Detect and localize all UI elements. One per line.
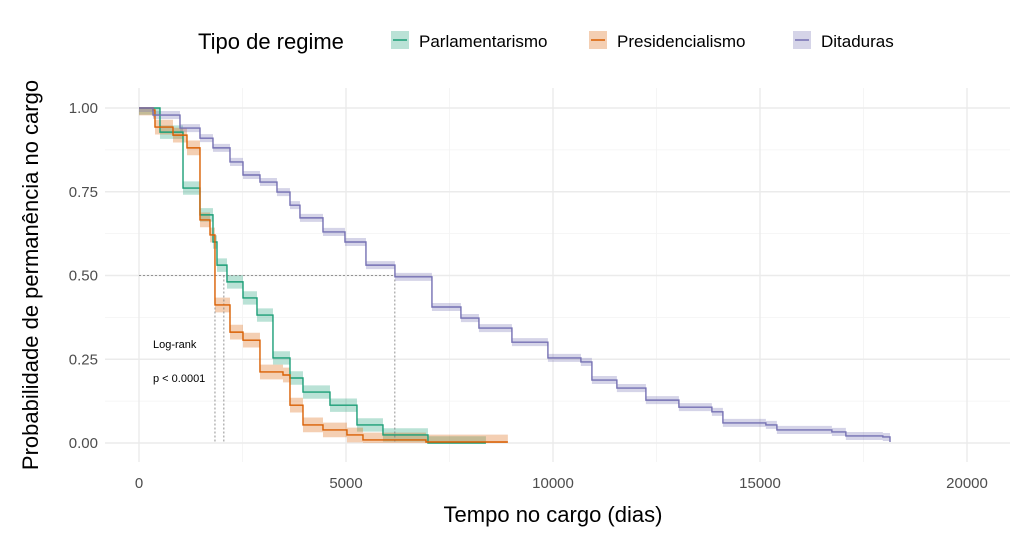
legend-item-presidencialismo: Presidencialismo xyxy=(589,31,746,51)
legend-label: Parlamentarismo xyxy=(419,32,548,51)
ci-band-presidencialismo xyxy=(139,108,508,443)
y-tick-label: 0.50 xyxy=(69,268,98,285)
y-axis-title: Probabilidade de permanência no cargo xyxy=(18,80,43,470)
y-tick-label: 1.00 xyxy=(69,100,98,117)
survival-curves xyxy=(139,107,891,444)
x-tick-label: 0 xyxy=(135,475,143,492)
curve-presidencialismo xyxy=(139,107,508,443)
x-tick-label: 20000 xyxy=(946,475,988,492)
x-tick-label: 5000 xyxy=(329,475,362,492)
grid xyxy=(105,88,1010,462)
tick-labels: 0 5000 10000 15000 20000 0.00 0.25 0.50 0.75 1.00 xyxy=(69,100,988,492)
legend-item-ditaduras: Ditaduras xyxy=(793,31,894,51)
curve-ditaduras xyxy=(139,107,891,442)
y-tick-label: 0.00 xyxy=(69,435,98,452)
legend-item-parlamentarismo: Parlamentarismo xyxy=(391,31,548,51)
confidence-bands xyxy=(139,108,890,443)
x-axis-title: Tempo no cargo (dias) xyxy=(444,502,663,527)
y-tick-label: 0.25 xyxy=(69,351,98,368)
logrank-label: Log-rank xyxy=(153,339,197,351)
legend-label: Presidencialismo xyxy=(617,32,746,51)
pvalue-label: p < 0.0001 xyxy=(153,373,205,385)
x-tick-label: 15000 xyxy=(739,475,781,492)
legend: Tipo de regime Parlamentarismo Presidenci… xyxy=(198,29,894,54)
x-tick-label: 10000 xyxy=(532,475,574,492)
y-tick-label: 0.75 xyxy=(69,184,98,201)
median-lines xyxy=(139,275,396,443)
legend-title: Tipo de regime xyxy=(198,29,344,54)
legend-label: Ditaduras xyxy=(821,32,894,51)
